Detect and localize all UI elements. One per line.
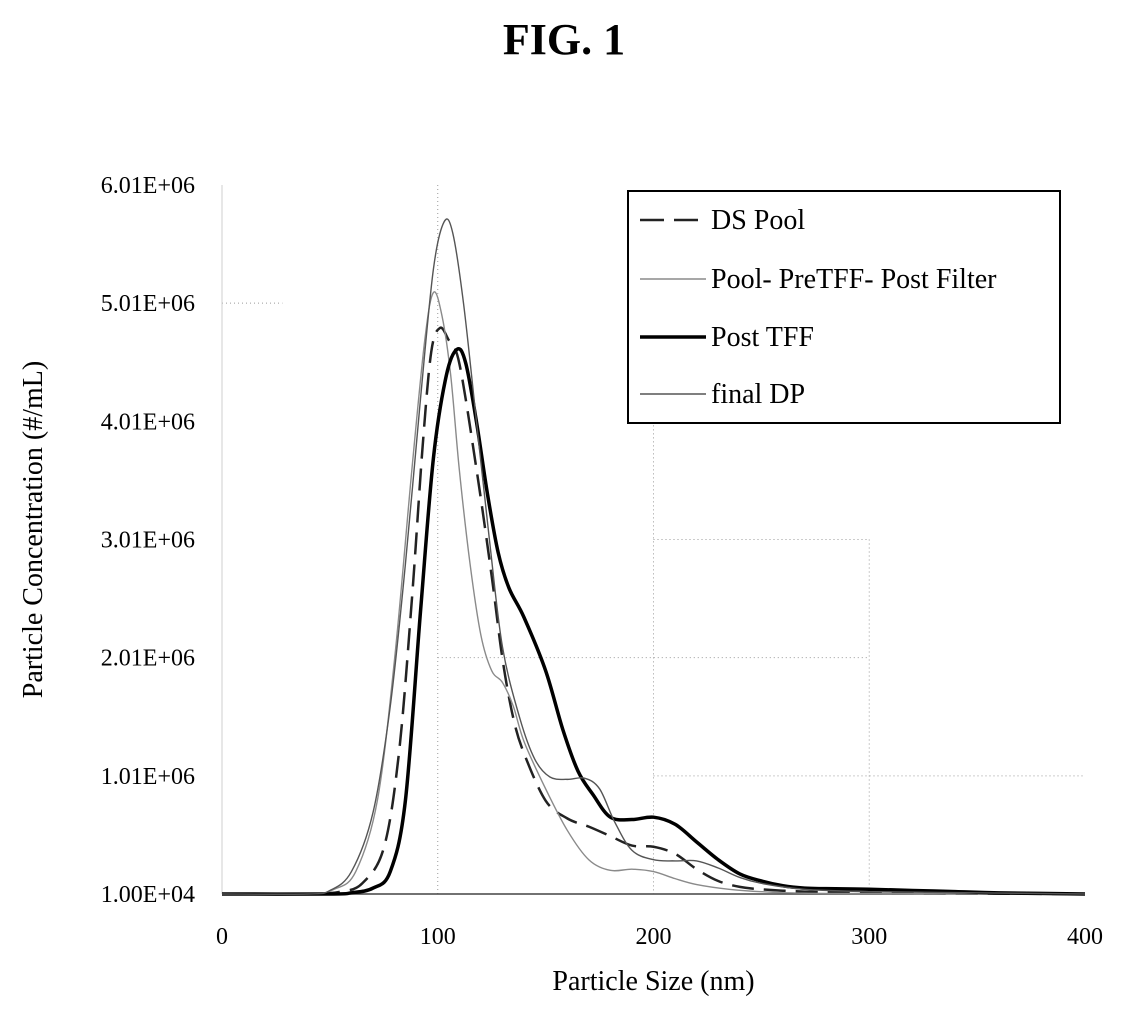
x-tick-label: 200 xyxy=(636,924,672,950)
legend-label: final DP xyxy=(711,379,805,410)
legend-label: DS Pool xyxy=(711,205,805,236)
y-tick-label: 4.01E+06 xyxy=(101,409,195,435)
tick-labels: 0 100 200 300 400 1.00E+04 1.01E+06 2.01E+06 3.0… xyxy=(101,173,1103,950)
series-line-post-tff xyxy=(221,347,1086,896)
y-tick-label: 6.01E+06 xyxy=(101,173,195,199)
y-tick-label: 1.01E+06 xyxy=(101,764,195,790)
figure-title: FIG. 1 xyxy=(502,15,626,64)
legend: DS Pool Pool- PreTFF- Post Filter Post TFF… xyxy=(627,190,1061,424)
series-line-ds-pool xyxy=(221,326,1086,896)
grid-layer xyxy=(222,185,1085,894)
series-line-final-dp xyxy=(221,218,1086,895)
x-axis-label: Particle Size (nm) xyxy=(552,966,754,997)
y-tick-label: 5.01E+06 xyxy=(101,291,195,317)
y-tick-label: 3.01E+06 xyxy=(101,528,195,554)
legend-label: Pool- PreTFF- Post Filter xyxy=(711,264,997,295)
x-tick-label: 0 xyxy=(216,924,228,950)
legend-label: Post TFF xyxy=(711,322,814,353)
x-tick-label: 300 xyxy=(851,924,887,950)
series-layer xyxy=(221,218,1086,896)
y-tick-label: 1.00E+04 xyxy=(101,882,195,908)
x-tick-label: 400 xyxy=(1067,924,1103,950)
legend-box xyxy=(627,190,1061,424)
y-axis-label: Particle Concentration (#/mL) xyxy=(18,361,49,698)
series-line-pool-pretff-post-filter xyxy=(221,291,1086,896)
x-tick-label: 100 xyxy=(420,924,456,950)
y-tick-label: 2.01E+06 xyxy=(101,646,195,672)
